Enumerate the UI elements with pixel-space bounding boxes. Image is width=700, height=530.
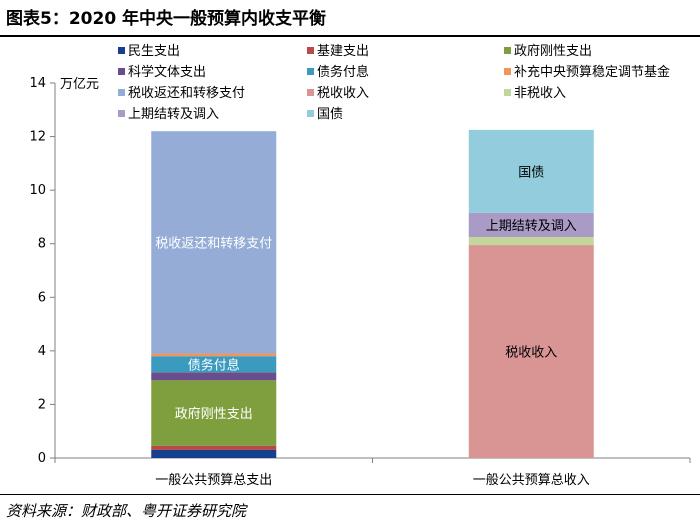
source-note: 资料来源：财政部、粤开证券研究院 [6,502,247,520]
bar-segment [151,445,277,450]
legend-entry: 政府刚性支出 [514,44,592,59]
y-tick-label: 6 [38,290,46,305]
segment-label: 债务付息 [188,357,240,373]
legend-swatch [504,68,511,75]
segment-label: 国债 [518,165,544,180]
legend-swatch [118,47,125,54]
y-tick-label: 8 [38,237,46,252]
bar-segment [468,245,594,458]
y-tick-label: 0 [38,451,46,466]
legend-entry: 民生支出 [128,44,180,59]
bar-segment [151,372,277,381]
segment-label: 上期结转及调入 [486,219,577,234]
legend-entry: 债务付息 [317,64,369,80]
legend-entry: 科学文体支出 [128,64,206,80]
legend-swatch [504,89,511,96]
y-tick-label: 14 [29,76,46,91]
x-category-label: 一般公共预算总收入 [473,472,590,488]
source-divider [0,494,700,495]
bar-segment [468,212,594,238]
legend-entry: 上期结转及调入 [128,107,219,122]
chart-title: 图表5：2020 年中央一般预算内收支平衡 [6,9,327,29]
bar-segment [151,356,277,373]
legend-entry: 税收返还和转移支付 [128,86,245,101]
legend-swatch [504,47,511,54]
legend-swatch [118,89,125,96]
legend-swatch [307,89,314,96]
legend-entry: 补充中央预算稳定调节基金 [514,64,670,80]
legend-entry: 国债 [317,107,343,122]
y-tick-label: 10 [29,183,46,198]
legend-swatch [307,68,314,75]
y-unit-label: 万亿元 [60,77,99,92]
legend-swatch [118,68,125,75]
segment-label: 税收收入 [505,346,557,361]
bar-segment [468,237,594,246]
bar-segment [151,131,277,354]
bar-segment [151,380,277,446]
segment-label: 政府刚性支出 [175,407,253,422]
legend-swatch [307,110,314,117]
y-tick-label: 4 [38,344,46,359]
y-tick-label: 2 [38,397,46,412]
legend-entry: 税收收入 [317,86,369,101]
title-divider [0,35,700,37]
bar-segment [151,353,277,357]
bar-segment [468,129,594,213]
legend-swatch [118,110,125,117]
legend-entry: 非税收入 [514,86,566,101]
legend-swatch [307,47,314,54]
y-tick-label: 12 [29,130,46,145]
legend-entry: 基建支出 [317,44,369,59]
x-category-label: 一般公共预算总支出 [155,472,272,488]
bar-segment [151,449,277,458]
segment-label: 税收返还和转移支付 [155,236,272,251]
